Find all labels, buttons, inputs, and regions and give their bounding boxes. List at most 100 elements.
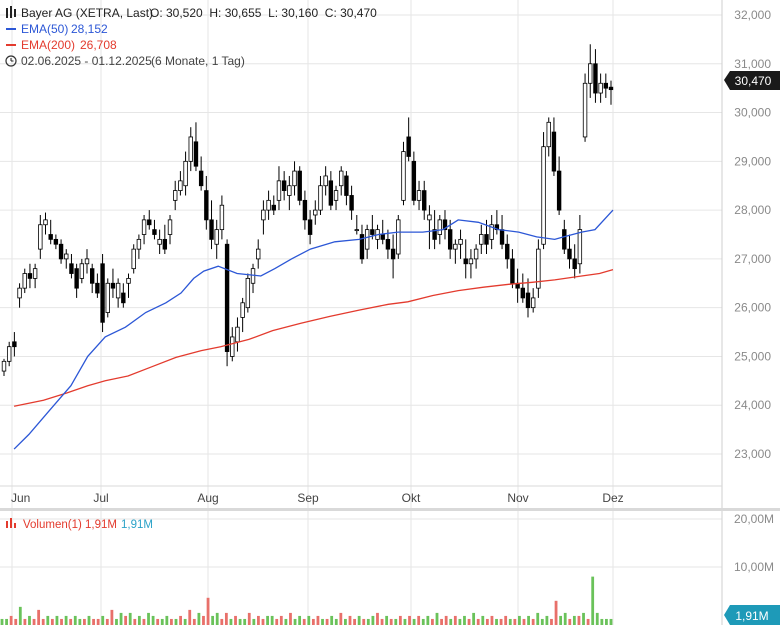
candle-body [536,248,541,289]
volume-bar [28,615,31,625]
ema200-line [13,268,614,407]
candle-body [489,224,494,240]
volume-tick-label: 20,00M [734,512,774,526]
candle-body [370,229,375,235]
candle-body [245,277,251,309]
y-tick-label: 30,000 [734,106,771,120]
volume-bar [536,612,540,625]
candle-body [582,82,588,138]
volume-bar [229,618,233,625]
volume-bar [302,618,306,625]
volume-bar [600,618,604,625]
candle-body [427,214,432,221]
candles-icon [6,6,16,18]
volume-bar [499,618,503,625]
volume-bar [348,615,352,625]
volume-bar [435,612,439,625]
volume-bar [188,609,192,625]
volume-bar [307,615,311,625]
volume-bar [55,615,59,625]
volume-bar [92,618,95,625]
volume-bar [490,615,494,625]
candle-body [89,268,95,284]
volume-bar [101,615,105,625]
volume-bar [568,618,572,625]
candle-body [541,146,546,245]
volume-badge-value: 1,91M [735,609,768,623]
candle-body [603,82,609,89]
volume-bar [344,618,347,625]
ema200-swatch [6,44,16,46]
candle-body [141,219,147,235]
volume-bar [605,618,608,625]
candle-body [1,360,7,372]
candle-body [339,170,344,187]
volume-bar [316,615,320,625]
candle-body [157,238,162,245]
candle-body [79,263,85,279]
volume-bar [412,618,416,625]
candle-body [188,136,193,162]
volume-bars-icon [6,518,16,528]
candle-body [105,282,110,313]
volume-bar [353,618,356,625]
volume-bar [504,615,508,625]
candle-body [453,243,458,250]
volume-bar [87,615,91,625]
candle-body [204,190,209,221]
candle-body [437,219,442,235]
candle-body [276,180,282,201]
volume-bar [522,618,526,625]
volume-bar [485,618,489,625]
candle-body [38,224,43,250]
candle-body [261,209,266,221]
candle-body [328,180,334,206]
last-price-badge: 30,470 [724,71,780,90]
candle-body [567,248,572,260]
volume-bar [83,618,86,625]
candle-body [588,63,593,84]
volume-bar [128,612,132,625]
volume-bar [458,618,462,625]
volume-bar [110,609,114,625]
candle-body [390,248,396,260]
candle-body [313,209,318,216]
volume-bar [275,618,279,625]
chart-header: Bayer AG (XETRA, Last) O: 30,520 H: 30,6… [5,6,377,68]
candle-body [359,234,365,260]
candle-body [447,229,453,250]
candle-body [307,219,313,235]
volume-bar [234,615,237,625]
ema50-line [13,209,614,450]
candle-body [505,243,510,260]
candle-body [27,273,33,279]
x-tick-label: Okt [402,491,421,505]
volume-bar [334,618,338,625]
candle-body [230,336,235,357]
volume-bar [540,618,544,625]
volume-bar [261,618,265,625]
volume-bar [64,615,68,625]
volume-bar [550,618,553,625]
volume-bar [380,618,384,625]
candle-body [380,234,385,240]
volume-bar [398,615,402,625]
candle-body [173,190,178,201]
candle-body [198,170,204,187]
volume-bar [531,618,535,625]
candle-body [525,292,531,309]
volume-bar [595,612,599,625]
ema50-swatch [6,28,16,30]
candle-body [162,238,168,250]
last-price-value: 30,470 [735,74,772,88]
volume-bar [321,618,324,625]
volume-bar [572,615,576,625]
candle-body [510,258,515,284]
candle-body [349,195,354,211]
y-tick-label: 28,000 [734,203,771,217]
y-tick-label: 31,000 [734,57,771,71]
candle-body [344,175,349,196]
